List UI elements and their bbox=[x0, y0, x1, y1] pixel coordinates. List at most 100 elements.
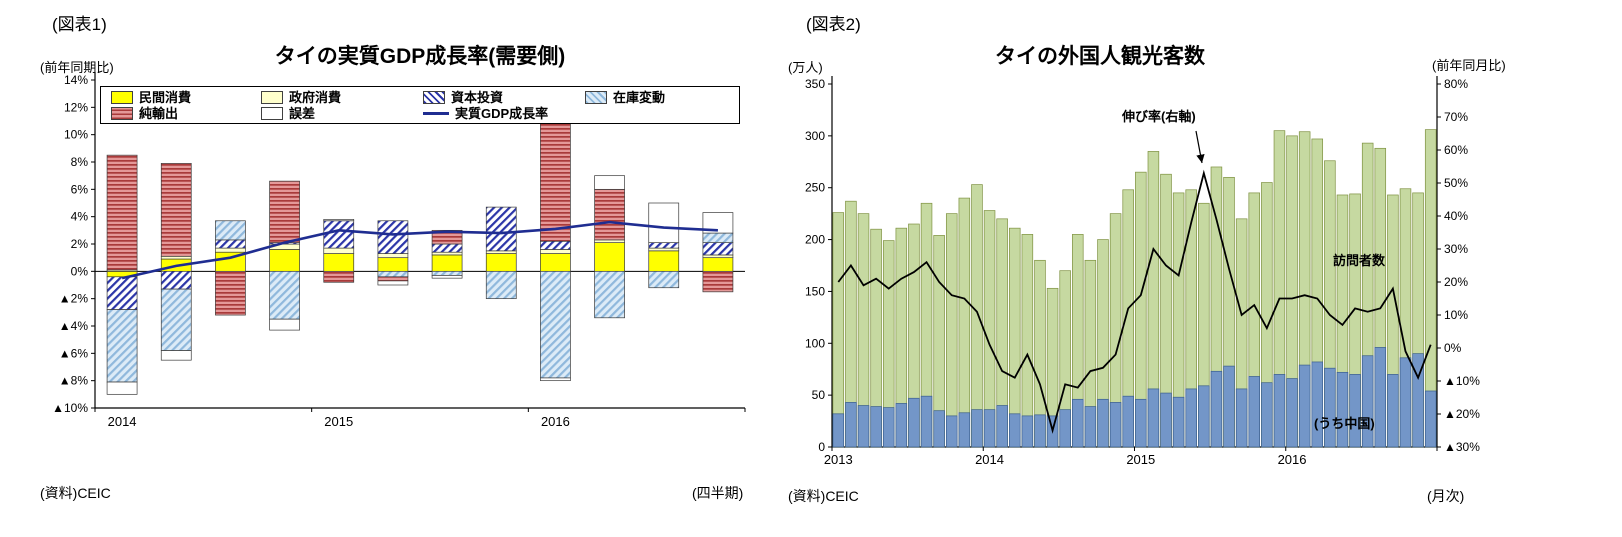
china-bar bbox=[1072, 398, 1084, 448]
figure2-label: (図表2) bbox=[806, 15, 861, 34]
gdp-bar-segment bbox=[160, 350, 192, 361]
legend-swatch bbox=[261, 90, 283, 104]
legend-label: 在庫変動 bbox=[613, 89, 666, 105]
legend-item: 実質GDP成長率 bbox=[423, 106, 585, 121]
china-bar bbox=[1021, 415, 1034, 448]
gdp-bar-segment bbox=[377, 270, 409, 278]
chart1-source-note: (資料)CEIC bbox=[40, 485, 111, 501]
gdp-bar-segment bbox=[702, 232, 734, 243]
china-bar bbox=[1147, 388, 1160, 448]
china-bar bbox=[1084, 406, 1097, 448]
china-bar bbox=[1223, 365, 1235, 448]
china-bar bbox=[1059, 409, 1071, 448]
annotation-arrow bbox=[1195, 130, 1205, 164]
gdp-bar-segment bbox=[323, 219, 355, 222]
china-bar bbox=[920, 395, 933, 448]
left-tick-label: 300 bbox=[805, 129, 825, 143]
legend-item: 誤差 bbox=[261, 106, 423, 121]
chart2-x-axis-caption: (月次) bbox=[1427, 488, 1465, 504]
gdp-bar-segment bbox=[215, 247, 246, 253]
china-bar bbox=[1324, 367, 1336, 448]
gdp-bar-segment bbox=[106, 154, 138, 271]
gdp-bar-segment bbox=[431, 270, 463, 276]
china-bar bbox=[1273, 374, 1286, 448]
gdp-bar-segment bbox=[160, 270, 192, 290]
china-bar bbox=[1374, 347, 1387, 448]
gdp-bar-segment bbox=[540, 249, 571, 254]
china-bar bbox=[1009, 413, 1021, 448]
china-bar bbox=[971, 409, 983, 448]
y-tick-label: 12% bbox=[64, 100, 88, 114]
x-year-label: 2015 bbox=[1126, 452, 1155, 467]
gdp-bar-segment bbox=[431, 243, 463, 253]
visitors-bar bbox=[832, 212, 845, 448]
growth-rate-line bbox=[837, 169, 1432, 434]
right-tick-label: ▲20% bbox=[1444, 407, 1480, 421]
china-bar bbox=[845, 402, 857, 448]
gdp-bar-segment bbox=[648, 250, 680, 272]
y-tick-label: 10% bbox=[64, 128, 88, 142]
china-bar bbox=[1412, 353, 1424, 448]
legend-swatch bbox=[111, 106, 133, 120]
chart1-legend: 民間消費 政府消費 資本投資 在庫変動純輸出 誤差 実質GDP成長率 bbox=[100, 86, 740, 124]
gdp-bar-segment bbox=[594, 270, 625, 319]
gdp-bar-segment bbox=[269, 249, 300, 272]
left-tick-label: 0 bbox=[818, 440, 825, 454]
gdp-bar-segment bbox=[702, 242, 734, 256]
legend-swatch bbox=[423, 90, 445, 104]
gdp-bar-segment bbox=[160, 163, 192, 257]
china-bar bbox=[945, 415, 958, 448]
gdp-bar-segment bbox=[485, 270, 517, 300]
gdp-bar-segment bbox=[702, 254, 734, 259]
gdp-growth-line bbox=[121, 220, 718, 280]
chart2-title: タイの外国人観光客数 bbox=[995, 45, 1205, 68]
right-tick-label: 40% bbox=[1444, 209, 1468, 223]
gdp-bar-segment bbox=[377, 220, 409, 254]
gdp-bar-segment bbox=[106, 381, 138, 395]
gdp-bar-segment bbox=[323, 220, 355, 249]
left-tick-label: 150 bbox=[805, 284, 825, 298]
china-bar bbox=[1172, 396, 1185, 448]
visitors-bar bbox=[945, 213, 958, 448]
x-year-label: 2013 bbox=[824, 452, 853, 467]
chart1-plot: 14% 12% 10% 8% 6% 4% 2% 0% ▲2% ▲4% ▲6% ▲8% ▲10% 2014 2… bbox=[52, 72, 746, 429]
gdp-bar-segment bbox=[431, 251, 463, 256]
gdp-bar-segment bbox=[269, 318, 300, 331]
gdp-bar-segment bbox=[648, 242, 680, 249]
gdp-bar-segment bbox=[431, 229, 463, 245]
china-bar bbox=[1097, 398, 1109, 448]
china-bar bbox=[1286, 378, 1298, 448]
right-tick-label: 50% bbox=[1444, 176, 1468, 190]
gdp-bar-segment bbox=[215, 220, 246, 241]
gdp-bar-segment bbox=[540, 377, 571, 382]
china-bar bbox=[1311, 361, 1324, 448]
chart1-title: タイの実質GDP成長率(需要側) bbox=[274, 45, 566, 68]
china-bar bbox=[857, 405, 870, 448]
gdp-bar-segment bbox=[377, 257, 409, 272]
china-bar bbox=[1210, 370, 1223, 448]
gdp-bar-segment bbox=[377, 280, 409, 286]
left-tick-label: 100 bbox=[805, 336, 825, 350]
gdp-bar-segment bbox=[702, 257, 734, 272]
gdp-bar-segment bbox=[377, 276, 409, 282]
gdp-bar-segment bbox=[269, 270, 300, 320]
legend-label: 政府消費 bbox=[289, 89, 342, 105]
china-bar bbox=[832, 413, 845, 448]
gdp-bar-segment bbox=[594, 239, 625, 243]
gdp-bar-segment bbox=[485, 250, 517, 254]
left-tick-label: 250 bbox=[805, 181, 825, 195]
legend-item: 純輸出 bbox=[111, 106, 261, 121]
gdp-bar-segment bbox=[323, 247, 355, 254]
gdp-bar-segment bbox=[160, 288, 192, 351]
right-tick-label: 20% bbox=[1444, 275, 1468, 289]
legend-swatch bbox=[585, 90, 607, 104]
x-year-label: 2015 bbox=[324, 414, 353, 429]
right-tick-label: 0% bbox=[1444, 341, 1462, 355]
legend-label: 民間消費 bbox=[139, 89, 192, 105]
visitors-bar bbox=[971, 184, 983, 448]
right-tick-label: 60% bbox=[1444, 143, 1468, 157]
legend-item: 資本投資 bbox=[423, 90, 585, 105]
gdp-bar-segment bbox=[594, 242, 625, 272]
y-tick-label: ▲10% bbox=[52, 401, 88, 415]
china-bar bbox=[983, 409, 996, 448]
